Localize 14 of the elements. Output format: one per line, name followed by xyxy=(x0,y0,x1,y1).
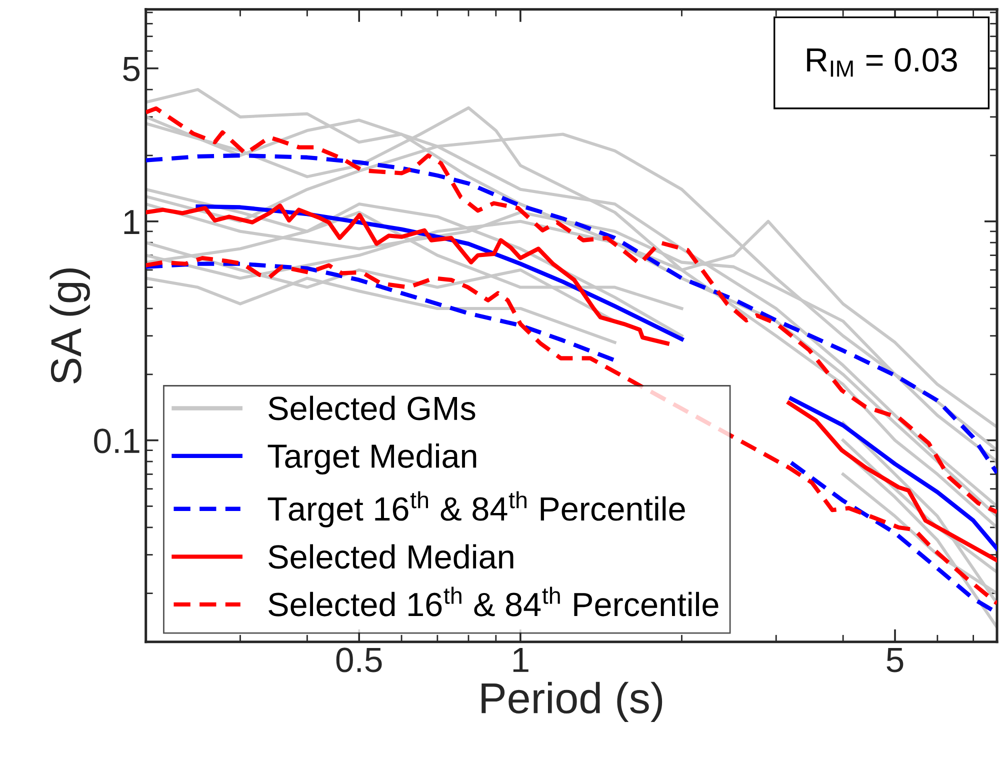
legend-label: Target 16$^{th}$ & 84$^{th}$ Percentile xyxy=(268,491,685,528)
y-axis-title: SA (g) xyxy=(50,268,90,384)
legend-label: Selected GMs xyxy=(268,396,476,420)
x-axis-title: Period (s) xyxy=(482,682,662,722)
x-tick-label: 5 xyxy=(886,648,904,672)
y-tick-label: 1 xyxy=(124,210,140,234)
x-tick-label: 0.5 xyxy=(336,648,382,672)
legend-label: Target Median xyxy=(268,443,476,475)
x-tick-label: 1 xyxy=(513,648,528,672)
legend-label: Selected 16$^{th}$ & 84$^{th}$ Percentile xyxy=(268,586,718,616)
annotation: R$_{IM}$ = 0.03 xyxy=(807,48,957,77)
y-tick-label: 0.1 xyxy=(94,428,140,454)
legend-label: Selected Median xyxy=(268,544,514,569)
y-tick-label: 5 xyxy=(123,57,140,82)
